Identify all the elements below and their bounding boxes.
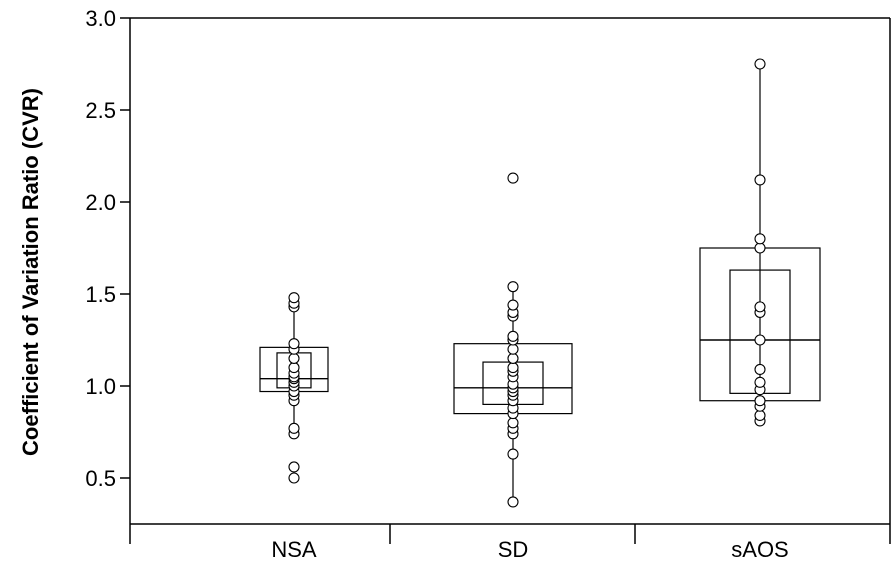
box-group-sd bbox=[453, 172, 573, 508]
plot-frame bbox=[129, 17, 891, 525]
y-tick-label: 3.0 bbox=[85, 6, 116, 31]
data-point bbox=[507, 343, 519, 355]
data-point bbox=[507, 330, 519, 342]
data-point bbox=[754, 363, 766, 375]
data-point bbox=[754, 242, 766, 254]
data-point bbox=[507, 281, 519, 293]
data-point bbox=[288, 362, 300, 374]
data-point bbox=[507, 496, 519, 508]
data-point bbox=[288, 472, 300, 484]
x-category-label: SD bbox=[498, 537, 529, 562]
data-point bbox=[754, 58, 766, 70]
y-tick-label: 2.5 bbox=[85, 98, 116, 123]
box-group-saos bbox=[699, 58, 821, 427]
x-axis: NSA SD sAOS bbox=[129, 524, 891, 562]
data-point bbox=[507, 448, 519, 460]
data-point bbox=[754, 376, 766, 388]
data-point bbox=[288, 338, 300, 350]
box-groups bbox=[259, 58, 821, 508]
data-point bbox=[754, 301, 766, 313]
data-point bbox=[507, 172, 519, 184]
data-point bbox=[288, 352, 300, 364]
y-axis-title: Coefficient of Variation Ratio (CVR) bbox=[18, 88, 43, 456]
x-category-label: NSA bbox=[271, 537, 317, 562]
data-point bbox=[507, 299, 519, 311]
y-tick-label: 2.0 bbox=[85, 190, 116, 215]
data-point bbox=[754, 334, 766, 346]
data-point bbox=[754, 233, 766, 245]
data-point bbox=[288, 292, 300, 304]
data-point bbox=[288, 422, 300, 434]
data-point bbox=[288, 461, 300, 473]
data-point bbox=[754, 395, 766, 407]
data-point bbox=[507, 352, 519, 364]
y-tick-label: 0.5 bbox=[85, 466, 116, 491]
data-point bbox=[754, 409, 766, 421]
data-point bbox=[507, 362, 519, 374]
x-category-label: sAOS bbox=[731, 537, 788, 562]
data-point bbox=[507, 417, 519, 429]
y-axis: 0.5 1.0 1.5 2.0 2.5 3.0 bbox=[85, 6, 130, 491]
box-group-nsa bbox=[259, 292, 329, 484]
y-tick-label: 1.5 bbox=[85, 282, 116, 307]
data-point bbox=[754, 174, 766, 186]
y-tick-label: 1.0 bbox=[85, 374, 116, 399]
